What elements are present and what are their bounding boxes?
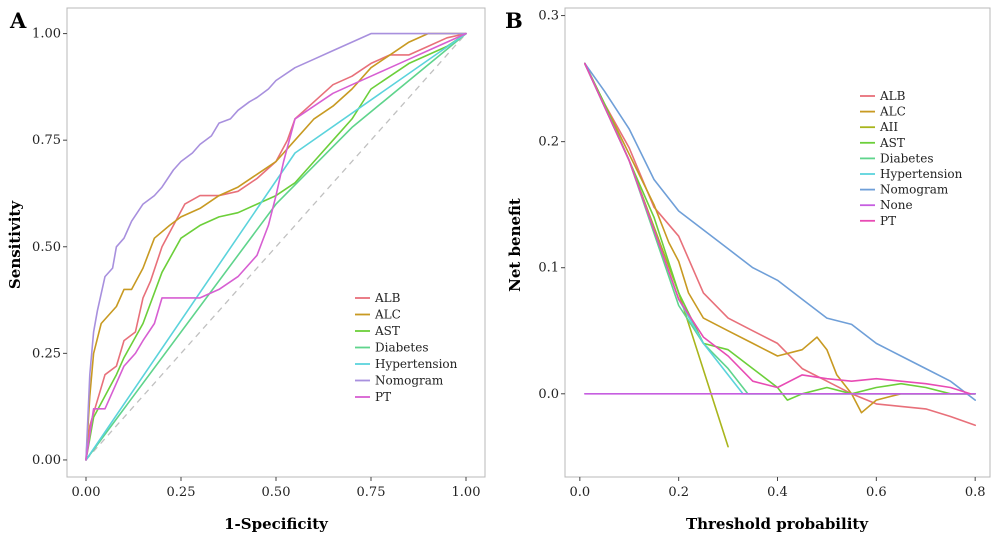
panel-b-legend-label-pt: PT [880,214,896,228]
panel-b-letter: B [505,8,523,33]
panel-a-series-group [85,32,467,461]
panel-a-y-tick-label: 1.00 [32,27,61,42]
panel-b-x-tick-label: 0.0 [569,485,590,500]
panel-b-x-tick-label: 0.2 [668,485,689,500]
panel-b-decision-curve-chart: 0.0 0.2 0.4 0.6 0.8 0.0 0.1 0.2 0.3 Threshold pr… [506,7,991,533]
panel-b-legend-label-none: None [880,198,913,212]
panel-a-x-tick-label: 0.75 [357,485,386,500]
panel-a-series-nomogram [85,32,467,461]
panel-b-legend-label-diabetes: Diabetes [880,151,933,165]
panel-b-series-alc [583,62,977,414]
panel-a-y-axis-title: Sensitivity [6,200,24,289]
panel-a-legend-label-nomogram: Nomogram [375,374,444,388]
panel-b-legend-label-alb: ALB [879,89,906,103]
panel-a-series-diabetes [85,32,467,461]
panel-b-series-aii [583,62,729,448]
panel-b-y-axis-title: Net benefit [506,198,524,292]
panel-b-y-tick-label: 0.1 [538,261,559,276]
panel-a-reference-diagonal [85,33,467,461]
panel-a-ticks-group: 0.00 0.25 0.50 0.75 1.00 0.00 0.25 0.50 0.75 1.00 [32,27,480,500]
panel-a-series-alc [85,32,467,461]
panel-a-x-tick-label: 0.50 [262,485,291,500]
panel-b-y-tick-label: 0.2 [538,135,559,150]
panel-b-series-diabetes [583,62,977,395]
panel-b-x-tick-label: 0.4 [767,485,788,500]
panel-a-legend-label-ast: AST [374,324,400,338]
panel-b-ticks-group: 0.0 0.2 0.4 0.6 0.8 0.0 0.1 0.2 0.3 [538,9,985,500]
panel-a-letter: A [9,8,27,33]
panel-a-legend: ALB ALC AST Diabetes Hypertension Nomogram PT [355,291,458,404]
panel-b-y-tick-label: 0.0 [538,387,559,402]
panel-a-legend-label-hypertension: Hypertension [375,357,458,371]
panel-b-x-tick-label: 0.6 [866,485,887,500]
panel-a-legend-label-diabetes: Diabetes [375,341,428,355]
panel-a-roc-chart: 0.00 0.25 0.50 0.75 1.00 0.00 0.25 0.50 0.75 1.00… [6,7,486,533]
panel-a-plot-frame [66,7,486,478]
panel-b-series-pt [583,62,972,395]
panel-a-y-tick-label: 0.50 [32,240,61,255]
panel-a-reference-group [85,33,467,461]
panel-a-x-tick-label: 0.00 [72,485,101,500]
panel-a-legend-label-pt: PT [375,390,391,404]
panel-b-legend-label-nomogram: Nomogram [880,183,949,197]
panel-b-legend-label-ast: AST [879,136,905,150]
panel-b-series-hypertension [583,62,977,395]
panel-b-y-tick-label: 0.3 [538,9,559,24]
panel-a-series-ast [85,32,467,461]
panel-b-series-ast [583,62,977,401]
panel-a-x-axis-title: 1-Specificity [224,515,329,533]
panel-a-y-tick-label: 0.25 [32,346,61,361]
panel-a-legend-label-alc: ALC [374,308,401,322]
panel-b-legend-label-hypertension: Hypertension [880,167,963,181]
panel-a-series-hypertension [85,32,467,461]
panel-a-series-alb [85,32,467,461]
panel-a-series-pt [85,32,467,461]
panel-b-legend-label-alc: ALC [879,105,906,119]
panel-a-x-tick-label: 0.25 [167,485,196,500]
panel-b-series-group [583,62,977,448]
panel-b-x-axis-title: Threshold probability [686,515,869,533]
panel-b-x-tick-label: 0.8 [965,485,986,500]
panel-a-x-tick-label: 1.00 [452,485,481,500]
panel-a-legend-label-alb: ALB [374,291,401,305]
panel-b-legend-label-aii: AII [879,120,898,134]
panel-a-y-tick-label: 0.00 [32,453,61,468]
panel-b-series-nomogram [583,62,977,401]
panel-b-plot-frame [564,7,991,478]
panel-a-y-tick-label: 0.75 [32,133,61,148]
panel-b-series-alb [583,62,977,427]
